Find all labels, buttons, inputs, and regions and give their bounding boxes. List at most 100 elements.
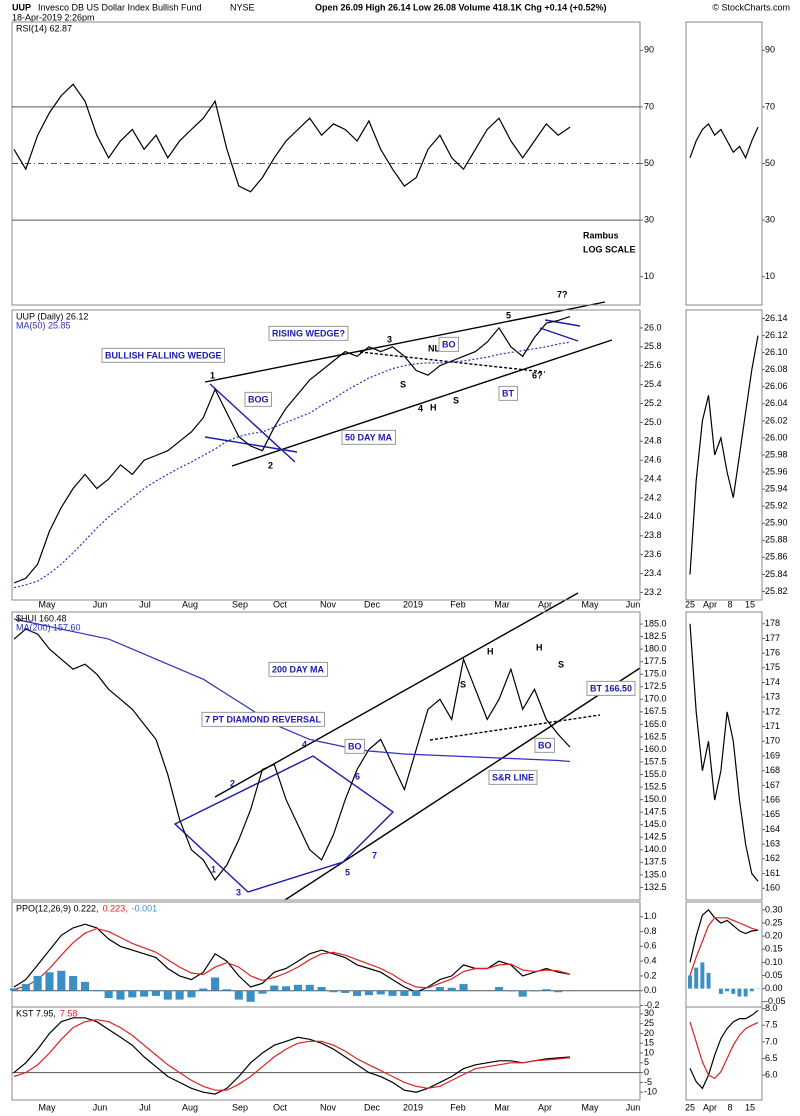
histogram-bar bbox=[364, 990, 373, 996]
y-tick-label: 26.12 bbox=[765, 330, 788, 340]
annotation: S&R LINE bbox=[492, 772, 534, 782]
symbol: UUP bbox=[12, 2, 31, 12]
y-tick-label: 0.6 bbox=[644, 941, 657, 951]
y-tick-label: 24.0 bbox=[644, 511, 662, 521]
legend-entry: KST 7.95, bbox=[16, 1008, 56, 1018]
y-tick-label: 50 bbox=[765, 158, 775, 168]
series-line bbox=[13, 927, 571, 990]
y-tick-label: 23.4 bbox=[644, 568, 662, 578]
panel-frame bbox=[11, 309, 641, 601]
y-tick-label: 25.90 bbox=[765, 518, 788, 528]
trendline bbox=[204, 301, 606, 383]
y-tick-label: 0.20 bbox=[765, 931, 783, 941]
annotation: BT bbox=[502, 388, 514, 398]
y-tick-label: 10 bbox=[765, 271, 775, 281]
y-tick-label: 170 bbox=[765, 736, 780, 746]
y-tick-label: 20 bbox=[644, 1028, 654, 1038]
y-tick-label: 90 bbox=[644, 45, 654, 55]
diamond bbox=[173, 755, 395, 893]
y-tick-label: 26.14 bbox=[765, 313, 788, 323]
annotation: 3 bbox=[387, 334, 392, 344]
y-tick-label: 25.82 bbox=[765, 586, 788, 596]
annotation: NL bbox=[428, 343, 440, 353]
y-tick-label: 25.96 bbox=[765, 466, 788, 476]
y-tick-label: 24.4 bbox=[644, 473, 662, 483]
y-tick-label: 7.5 bbox=[765, 1020, 778, 1030]
annotation-box bbox=[488, 769, 538, 785]
histogram-bar bbox=[270, 985, 279, 991]
y-tick-label: 25.86 bbox=[765, 552, 788, 562]
histogram-bar bbox=[706, 972, 711, 989]
flag-line bbox=[539, 327, 579, 342]
x-tick-label: Apr bbox=[703, 599, 717, 609]
legend-entry: -0.001 bbox=[132, 903, 158, 913]
series-line bbox=[13, 316, 571, 584]
histogram-bar bbox=[151, 990, 161, 996]
histogram-bar bbox=[293, 984, 302, 991]
histogram-bar bbox=[92, 989, 101, 991]
series-line bbox=[689, 1021, 759, 1080]
legend-entry: 0.223, bbox=[103, 903, 128, 913]
legend-entry: MA(200) 157.60 bbox=[16, 622, 81, 632]
y-tick-label: 155.0 bbox=[644, 769, 667, 779]
series-line bbox=[13, 628, 571, 881]
histogram-bar bbox=[353, 990, 362, 996]
y-tick-label: 152.5 bbox=[644, 781, 667, 791]
x-tick-label: Jul bbox=[139, 599, 151, 609]
y-tick-label: -5 bbox=[644, 1077, 652, 1087]
histogram-bar bbox=[163, 990, 172, 1000]
y-tick-label: 25.98 bbox=[765, 449, 788, 459]
y-tick-label: 185.0 bbox=[644, 618, 667, 628]
annotation-box bbox=[268, 325, 349, 341]
y-tick-label: 168 bbox=[765, 765, 780, 775]
series-line bbox=[689, 122, 759, 160]
trendline bbox=[204, 436, 298, 453]
y-tick-label: 0.4 bbox=[644, 956, 657, 966]
annotation-box bbox=[101, 347, 225, 363]
x-tick-label: Oct bbox=[273, 1102, 288, 1112]
histogram-bar bbox=[305, 984, 314, 991]
histogram-bar bbox=[246, 990, 255, 1002]
x-tick-label: 15 bbox=[745, 1102, 755, 1112]
neckline bbox=[359, 351, 546, 373]
y-tick-label: 70 bbox=[644, 101, 654, 111]
histogram-bar bbox=[506, 990, 515, 992]
annotation: BO bbox=[348, 741, 362, 751]
x-tick-label: Sep bbox=[232, 1102, 248, 1112]
annotation: 2 bbox=[230, 778, 235, 788]
annotation: 7 bbox=[372, 850, 377, 860]
legend-entry: PPO(12,26,9) 0.222, bbox=[16, 903, 99, 913]
y-tick-label: 174 bbox=[765, 677, 780, 687]
y-tick-label: 166 bbox=[765, 794, 780, 804]
histogram-bar bbox=[187, 990, 196, 998]
annotation: 3 bbox=[236, 887, 241, 897]
annotation: 6 bbox=[355, 771, 360, 781]
annotation-box bbox=[268, 661, 329, 677]
y-tick-label: 24.2 bbox=[644, 492, 662, 502]
y-tick-label: 147.5 bbox=[644, 807, 667, 817]
annotation-box bbox=[201, 711, 326, 727]
histogram-bar bbox=[199, 988, 208, 991]
x-tick-label: Nov bbox=[320, 1102, 337, 1112]
y-tick-label: 0.8 bbox=[644, 926, 657, 936]
histogram-bar bbox=[731, 988, 736, 994]
x-tick-label: May bbox=[581, 599, 599, 609]
x-tick-label: May bbox=[581, 1102, 599, 1112]
annotation: H bbox=[487, 646, 494, 656]
histogram-bar bbox=[688, 975, 692, 989]
y-tick-label: 140.0 bbox=[644, 844, 667, 854]
y-tick-label: 161 bbox=[765, 868, 780, 878]
quote: Open 26.09 High 26.14 Low 26.08 Volume 4… bbox=[315, 2, 606, 12]
flag-line bbox=[544, 319, 581, 327]
histogram-bar bbox=[57, 970, 66, 991]
annotation-box bbox=[498, 385, 518, 401]
annotation-box bbox=[344, 738, 365, 754]
histogram-bar bbox=[9, 988, 19, 991]
y-tick-label: 132.5 bbox=[644, 882, 667, 892]
y-tick-label: -0.2 bbox=[644, 1000, 660, 1010]
histogram-bar bbox=[69, 975, 78, 991]
annotation: LOG SCALE bbox=[583, 244, 636, 254]
y-tick-label: 26.02 bbox=[765, 415, 788, 425]
annotation: S bbox=[460, 679, 466, 689]
annotation: 5 bbox=[345, 867, 350, 877]
